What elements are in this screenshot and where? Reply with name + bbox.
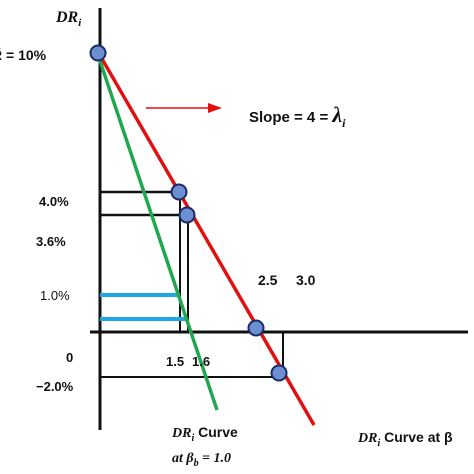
green-curve-label-line2: at βb = 1.0 bbox=[172, 451, 231, 469]
red-line bbox=[96, 51, 316, 426]
point-top bbox=[89, 44, 107, 62]
rbar-label: R̅ = 10% bbox=[0, 47, 47, 63]
label-4.0: 4.0% bbox=[39, 194, 69, 209]
slope-arrow-head bbox=[208, 103, 222, 113]
point-3.0 bbox=[270, 364, 288, 382]
label-zero: 0 bbox=[66, 350, 73, 365]
label-neg2.0: −2.0% bbox=[36, 379, 74, 394]
point-2.5 bbox=[247, 319, 265, 337]
green-curve-label-line1: DRi Curve bbox=[171, 424, 238, 444]
x-axis-label: DRi Curve at β bbox=[357, 429, 453, 449]
label-1.0: 1.0% bbox=[40, 288, 70, 303]
y-axis-label: DRi bbox=[55, 9, 82, 29]
label-beta-3.0: 3.0 bbox=[296, 272, 316, 288]
label-beta-2.5: 2.5 bbox=[258, 272, 278, 288]
slope-label: Slope = 4 = λi bbox=[249, 102, 346, 130]
label-beta-1.5: 1.5 bbox=[166, 354, 184, 369]
label-beta-1.6: 1.6 bbox=[192, 354, 210, 369]
point-1.5 bbox=[170, 183, 188, 201]
label-3.6: 3.6% bbox=[36, 234, 66, 249]
point-1.6 bbox=[178, 206, 196, 224]
green-line bbox=[96, 54, 219, 411]
